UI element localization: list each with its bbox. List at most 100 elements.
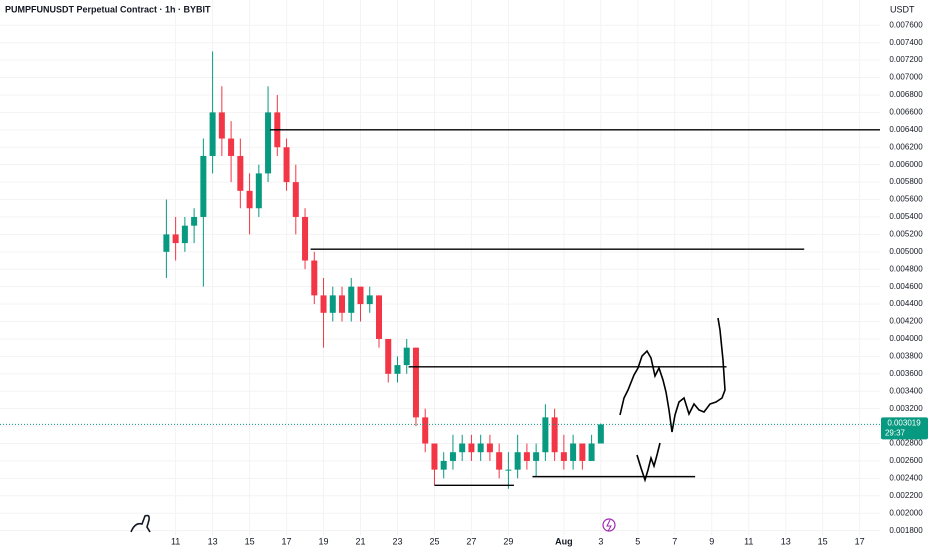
x-tick-label: 25 (429, 536, 439, 546)
logo (130, 514, 151, 533)
y-tick-label: 0.001800 (889, 526, 923, 535)
y-tick-label: 0.006200 (889, 142, 923, 151)
candle-body (311, 260, 318, 296)
x-tick-label: 19 (319, 536, 329, 546)
y-tick-label: 0.006800 (889, 90, 923, 99)
x-tick-label: 17 (282, 536, 292, 546)
y-tick-label: 0.002200 (889, 491, 923, 500)
y-tick-label: 0.006000 (889, 160, 923, 169)
x-tick-label: 21 (355, 536, 365, 546)
candle-body (163, 234, 170, 252)
y-tick-label: 0.004000 (889, 334, 923, 343)
last-price-box (881, 417, 928, 440)
x-tick-label: 27 (466, 536, 476, 546)
candle-body (505, 469, 512, 471)
candle-body (486, 443, 493, 453)
candle-body (477, 443, 484, 453)
candle-body (412, 347, 419, 418)
candle-body (366, 295, 373, 305)
y-tick-label: 0.004400 (889, 299, 923, 308)
candle-body (431, 443, 438, 470)
y-tick-label: 0.005800 (889, 177, 923, 186)
x-tick-label: 17 (855, 536, 865, 546)
candle-body (255, 173, 262, 209)
candle-body (496, 452, 503, 470)
y-tick-label: 0.005000 (889, 247, 923, 256)
candle-body (357, 286, 364, 305)
x-tick-label: 13 (208, 536, 218, 546)
candle-body (394, 365, 401, 374)
candle-body (246, 190, 253, 209)
lightning-icon[interactable] (602, 518, 616, 532)
currency-label: USDT (890, 4, 915, 14)
candle-body (218, 112, 225, 139)
candle-body (514, 452, 521, 470)
candle-body (283, 147, 290, 183)
candle-body (560, 452, 567, 461)
candle-body (523, 452, 530, 461)
candle-body (348, 286, 355, 313)
candle-body (200, 155, 207, 217)
y-tick-label: 0.003800 (889, 351, 923, 360)
y-tick-label: 0.002600 (889, 456, 923, 465)
freehand-drawing (636, 442, 661, 483)
y-tick-label: 0.004800 (889, 264, 923, 273)
y-tick-label: 0.002400 (889, 473, 923, 482)
logo-icon (130, 514, 151, 533)
y-tick-label: 0.007000 (889, 73, 923, 82)
lightning-bolt (606, 519, 612, 532)
candle-body (468, 443, 475, 453)
y-tick-label: 0.004200 (889, 317, 923, 326)
y-tick-label: 0.002000 (889, 508, 923, 517)
y-tick-label: 0.005600 (889, 195, 923, 204)
candle-body (209, 112, 216, 156)
candle-body (191, 216, 198, 226)
y-tick-label: 0.006400 (889, 125, 923, 134)
plot-area (163, 51, 604, 489)
candle-body (449, 452, 456, 461)
y-tick-label: 0.004600 (889, 282, 923, 291)
candle-body (459, 443, 466, 453)
x-tick-label: 23 (392, 536, 402, 546)
y-tick-label: 0.006600 (889, 108, 923, 117)
candle-body (375, 295, 382, 339)
candle-body (579, 443, 586, 461)
y-tick-label: 0.003200 (889, 404, 923, 413)
x-tick-label: 15 (245, 536, 255, 546)
y-tick-label: 0.005200 (889, 229, 923, 238)
y-tick-label: 0.002800 (889, 439, 923, 448)
y-tick-label: 0.003600 (889, 369, 923, 378)
candle-body (542, 417, 549, 453)
x-tick-label: 11 (744, 536, 753, 546)
grid (0, 0, 880, 535)
candle-body (302, 216, 309, 261)
candle-body (403, 347, 410, 366)
countdown-label: 29:37 (885, 429, 906, 438)
x-tick-label: 11 (171, 536, 180, 546)
candle-body (440, 460, 447, 470)
x-tick-label: 15 (818, 536, 828, 546)
candle-body (570, 443, 577, 461)
x-tick-label: 7 (672, 536, 677, 546)
y-tick-label: 0.007200 (889, 55, 923, 64)
candle-body (172, 234, 179, 244)
x-tick-label: 9 (709, 536, 714, 546)
last-price-label: 0.003019 (887, 419, 921, 428)
x-tick-label: 29 (503, 536, 513, 546)
y-tick-label: 0.007400 (889, 38, 923, 47)
candle-body (339, 295, 346, 313)
x-tick-label: Aug (555, 536, 573, 546)
x-tick-label: 3 (598, 536, 603, 546)
candle-body (597, 424, 604, 444)
y-tick-label: 0.007600 (889, 20, 923, 29)
freehand-drawing (619, 317, 726, 433)
x-tick-label: 13 (781, 536, 791, 546)
candle-body (533, 452, 540, 461)
candle-body (292, 182, 299, 217)
candle-body (551, 417, 558, 453)
y-tick-label: 0.003400 (889, 386, 923, 395)
y-tick-label: 0.005400 (889, 212, 923, 221)
candle-body (422, 417, 429, 444)
